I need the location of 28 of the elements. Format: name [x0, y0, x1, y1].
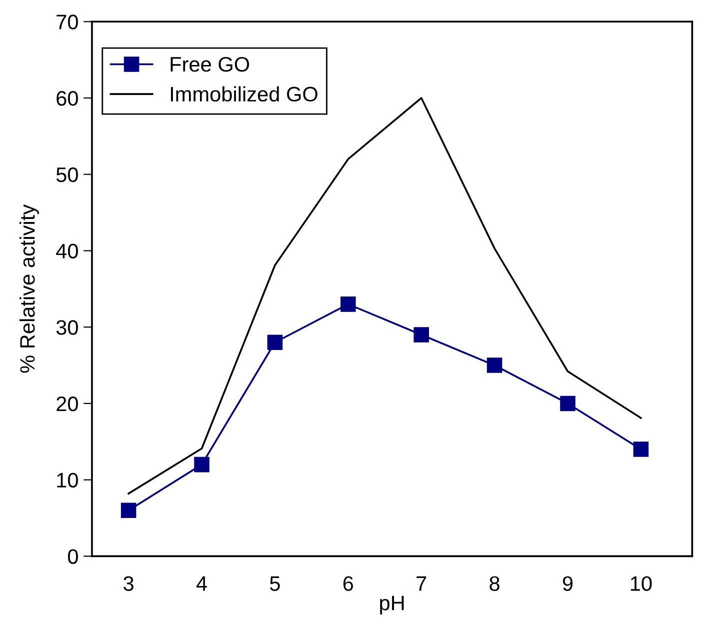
- x-tick-label: 7: [416, 576, 426, 591]
- x-tick-label: 3: [124, 576, 134, 591]
- y-tick-label: 60: [56, 91, 78, 106]
- point: [486, 358, 502, 373]
- y-tick-label: 10: [57, 472, 78, 488]
- point: [120, 502, 136, 518]
- point: [194, 456, 210, 472]
- x-tick-label: 5: [270, 576, 280, 591]
- x-tick-label: 10: [630, 576, 652, 591]
- x-tick-label: 6: [343, 576, 354, 591]
- point: [414, 327, 429, 342]
- y-axis-title: % Relative activity: [20, 204, 39, 373]
- y-tick-label: 40: [56, 244, 78, 258]
- point: [560, 396, 576, 412]
- point: [340, 296, 356, 312]
- x-tick-label: 8: [490, 576, 500, 591]
- y-tick-label: 20: [56, 396, 78, 412]
- y-tick-label: 30: [56, 320, 78, 335]
- y-tick-label: 50: [56, 167, 78, 182]
- legend-label: Free GO: [170, 56, 250, 72]
- x-tick-label: 4: [196, 576, 207, 591]
- y-tick-label: 0: [68, 549, 78, 564]
- y-tick-label: 70: [56, 14, 78, 30]
- point: [267, 334, 283, 350]
- point: [633, 442, 649, 457]
- x-axis-title: pH: [380, 596, 404, 614]
- legend-label: Immobilized GO: [170, 86, 318, 102]
- x-tick-label: 9: [562, 576, 573, 591]
